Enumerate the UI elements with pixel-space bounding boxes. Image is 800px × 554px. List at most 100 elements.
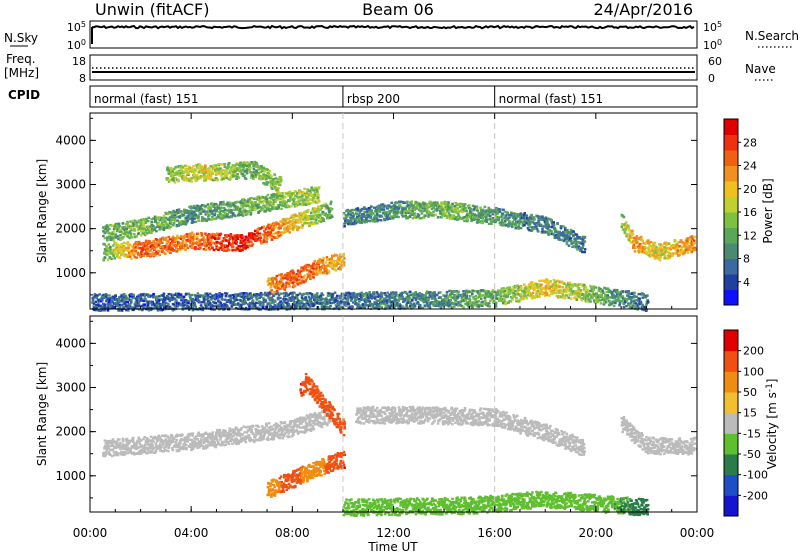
echo-cell	[479, 211, 483, 214]
echo-cell	[234, 170, 237, 173]
echo-cell	[298, 292, 302, 295]
echo-cell	[162, 217, 165, 220]
echo-cell	[136, 246, 140, 249]
echo-cell	[163, 303, 167, 306]
echo-cell	[457, 214, 461, 217]
echo-cell	[183, 235, 186, 238]
echo-cell	[514, 217, 518, 220]
echo-cell	[541, 231, 544, 234]
echo-cell	[385, 204, 389, 208]
echo-cell	[240, 163, 243, 166]
echo-cell	[106, 309, 110, 312]
echo-cell	[292, 202, 295, 206]
echo-cell	[255, 301, 258, 304]
echo-cell	[296, 192, 299, 195]
echo-cell	[268, 227, 272, 230]
echo-cell	[296, 293, 300, 297]
echo-cell	[409, 211, 412, 214]
echo-cell	[317, 216, 321, 219]
echo-cell	[238, 303, 241, 307]
echo-cell	[179, 237, 183, 240]
echo-cell	[316, 190, 319, 193]
echo-cell	[207, 172, 210, 175]
echo-cell	[264, 183, 267, 186]
echo-cell	[122, 300, 125, 304]
echo-cell	[188, 168, 192, 171]
echo-cell	[135, 302, 139, 305]
echo-cell	[343, 222, 346, 225]
echo-cell	[518, 214, 521, 217]
echo-cell	[282, 199, 285, 202]
echo-cell	[410, 203, 413, 206]
echo-cell	[304, 266, 307, 270]
echo-cell	[391, 207, 395, 211]
echo-cell	[195, 296, 198, 299]
echo-cell	[269, 204, 273, 207]
echo-cell	[131, 247, 135, 250]
echo-cell	[249, 211, 253, 214]
echo-cell	[298, 192, 301, 195]
echo-cell	[546, 217, 550, 220]
echo-cell	[378, 204, 381, 207]
echo-cell	[175, 299, 178, 302]
echo-cell	[201, 301, 204, 304]
echo-cell	[156, 244, 159, 247]
echo-cell	[520, 220, 523, 223]
echo-cell	[581, 246, 584, 250]
echo-cell	[252, 167, 256, 171]
echo-cell	[477, 218, 481, 221]
echo-cell	[159, 246, 162, 249]
echo-cell	[278, 195, 282, 198]
echo-cell	[266, 283, 270, 286]
echo-cell	[142, 218, 146, 221]
echo-cell	[133, 229, 136, 232]
echo-cell	[107, 304, 110, 307]
echo-cell	[537, 221, 541, 225]
echo-cell	[360, 207, 364, 211]
echo-cell	[129, 234, 133, 237]
echo-cell	[222, 305, 225, 308]
echo-cell	[235, 162, 238, 165]
echo-cell	[104, 227, 108, 230]
echo-cell	[265, 183, 269, 186]
echo-cell	[171, 239, 174, 242]
echo-cell	[269, 184, 273, 188]
echo-cell	[121, 299, 124, 302]
echo-cell	[304, 198, 308, 201]
echo-cell	[215, 209, 218, 212]
echo-cell	[282, 287, 285, 290]
echo-cell	[315, 301, 319, 305]
echo-cell	[528, 222, 532, 226]
echo-cell	[312, 262, 315, 265]
echo-cell	[290, 205, 293, 208]
echo-cell	[217, 233, 220, 236]
echo-cell	[284, 273, 287, 277]
echo-cell	[189, 209, 192, 213]
echo-cell	[124, 294, 128, 298]
echo-cell	[276, 180, 280, 184]
echo-cell	[222, 210, 225, 214]
echo-cell	[175, 292, 179, 295]
echo-cell	[248, 197, 252, 200]
echo-cell	[173, 167, 176, 171]
echo-cell	[277, 190, 280, 193]
echo-cell	[178, 174, 181, 177]
echo-cell	[242, 166, 245, 169]
echo-cell	[307, 299, 311, 303]
echo-cell	[120, 303, 124, 307]
echo-cell	[240, 213, 243, 217]
echo-cell	[363, 215, 367, 218]
echo-cell	[286, 229, 290, 233]
echo-cell	[196, 292, 200, 295]
echo-cell	[163, 219, 166, 222]
echo-cell	[91, 301, 94, 304]
echo-cell	[292, 226, 296, 229]
echo-cell	[381, 212, 385, 215]
echo-cell	[581, 235, 585, 239]
echo-cell	[146, 295, 150, 298]
echo-cell	[303, 203, 306, 206]
echo-cell	[393, 210, 396, 214]
echo-cell	[290, 276, 294, 279]
echo-cell	[490, 222, 493, 225]
echo-cell	[279, 287, 282, 290]
